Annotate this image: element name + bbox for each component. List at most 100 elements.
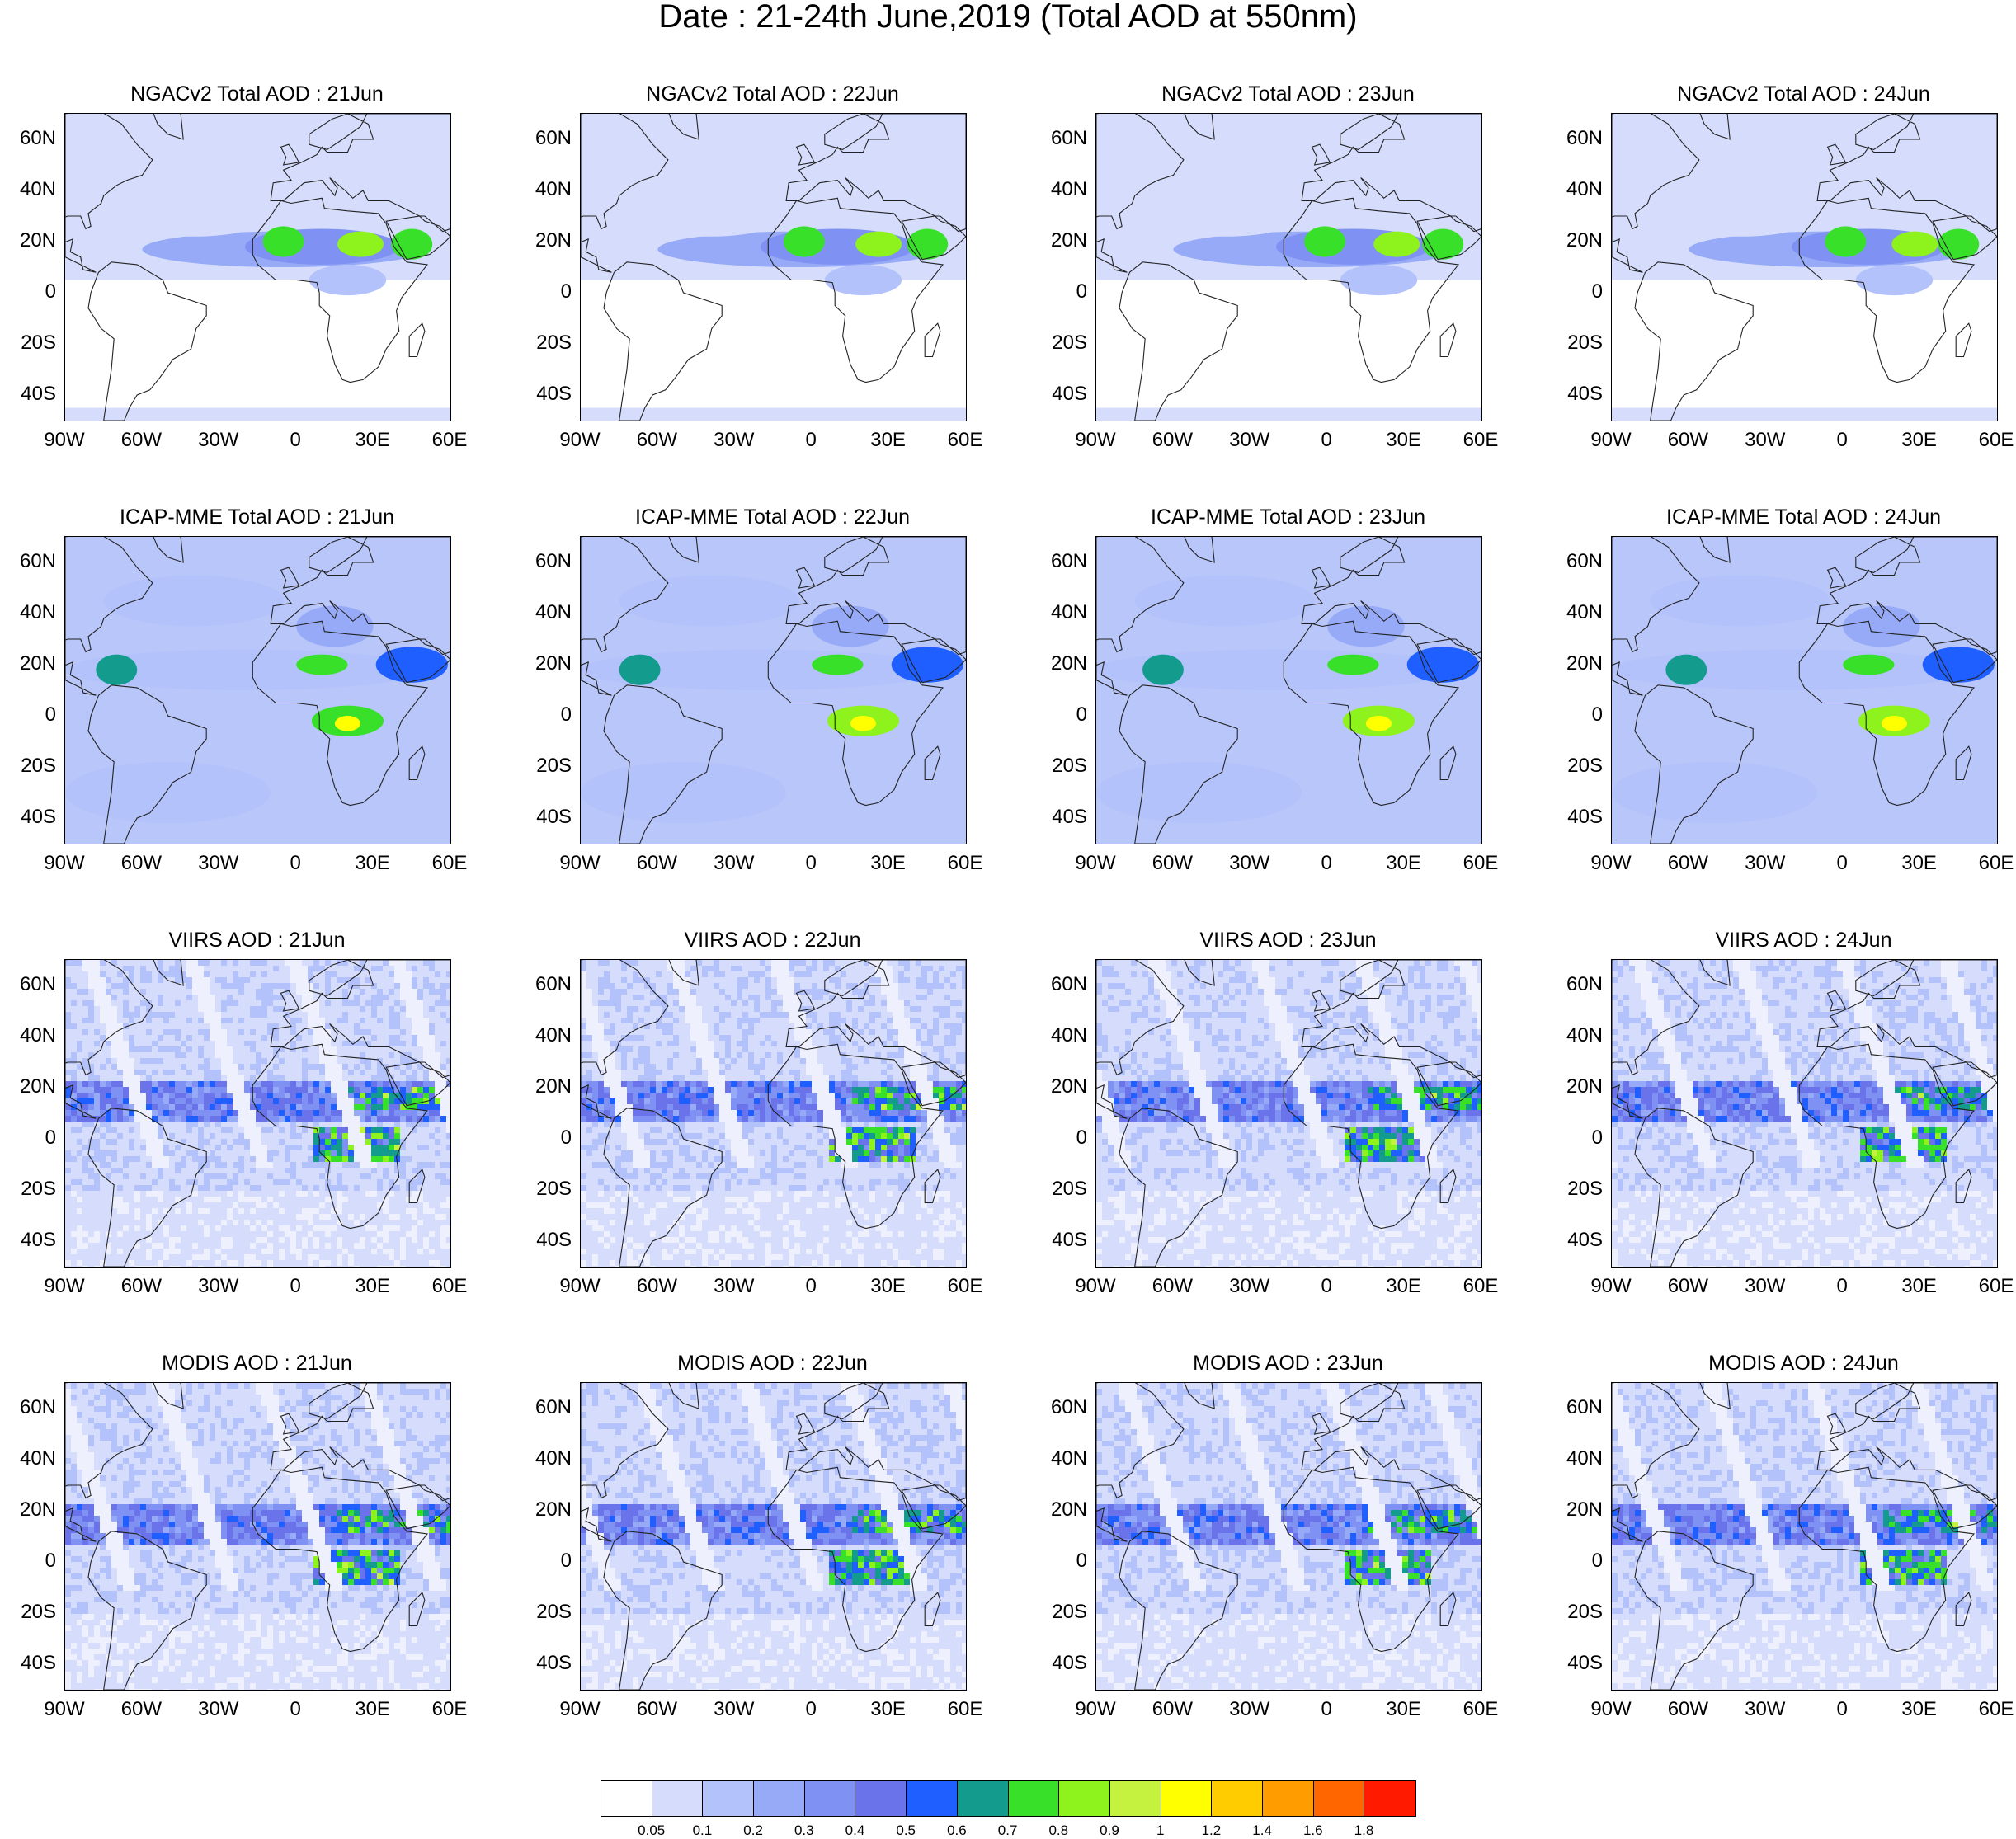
aod-pixel: [267, 1093, 273, 1098]
aod-pixel: [881, 1122, 887, 1127]
aod-pixel: [829, 1087, 835, 1093]
aod-pixel: [256, 1046, 261, 1052]
aod-pixel: [742, 1023, 748, 1029]
panel-title: ICAP-MME Total AOD : 24Jun: [1548, 505, 2016, 529]
aod-pixel: [337, 1133, 342, 1139]
aod-pixel: [256, 1064, 261, 1070]
aod-pixel: [215, 1070, 221, 1075]
aod-pixel: [152, 1064, 158, 1070]
aod-pixel: [956, 1023, 962, 1029]
aod-pixel: [313, 1139, 319, 1145]
aod-pixel: [765, 966, 771, 971]
aod-pixel: [667, 1070, 673, 1075]
aod-pixel: [429, 1173, 435, 1179]
aod-pixel: [158, 1070, 163, 1075]
aod-pixel: [140, 1006, 146, 1012]
aod-pixel: [111, 1122, 117, 1127]
aod-pixel: [841, 1075, 846, 1081]
aod-pixel: [267, 995, 273, 1000]
aod-pixel: [227, 1110, 233, 1116]
aod-pixel: [789, 971, 794, 977]
aod-pixel: [377, 971, 383, 977]
aod-pixel: [227, 1185, 233, 1191]
aod-pixel: [841, 1104, 846, 1110]
aod-pixel: [227, 1000, 233, 1006]
aod-pixel: [858, 966, 864, 971]
aod-pixel: [962, 1087, 966, 1093]
aod-pixel: [725, 1000, 731, 1006]
aod-pixel: [394, 1041, 400, 1046]
aod-pixel: [152, 1104, 158, 1110]
aod-pixel: [852, 1081, 858, 1087]
aod-pixel: [175, 1087, 181, 1093]
aod-pixel: [221, 1116, 227, 1122]
aod-pixel: [77, 1035, 82, 1041]
aod-pixel: [719, 1006, 725, 1012]
aod-pixel: [325, 1202, 331, 1208]
aod-pixel: [285, 1029, 290, 1035]
aod-pixel: [238, 1046, 244, 1052]
aod-pixel: [123, 1150, 129, 1156]
aod-pixel: [227, 1133, 233, 1139]
aod-pixel: [233, 1162, 238, 1168]
aod-pixel: [806, 983, 812, 989]
aod-pixel: [962, 971, 966, 977]
aod-pixel: [644, 995, 650, 1000]
aod-pixel: [192, 1058, 198, 1064]
aod-pixel: [308, 1133, 313, 1139]
aod-pixel: [227, 1220, 233, 1225]
aod-pixel: [331, 966, 337, 971]
aod-pixel: [186, 1018, 192, 1023]
aod-pixel: [685, 1075, 690, 1081]
aod-pixel: [279, 1156, 285, 1162]
aod-pixel: [238, 1041, 244, 1046]
aod-pixel: [615, 1018, 621, 1023]
aod-pixel: [927, 1070, 933, 1075]
aod-pixel: [331, 977, 337, 983]
aod-plume: [1366, 716, 1392, 731]
aod-pixel: [82, 1173, 88, 1179]
aod-pixel: [858, 1012, 864, 1018]
aod-pixel: [181, 1081, 186, 1087]
aod-pixel: [627, 1064, 633, 1070]
aod-pixel: [598, 1000, 604, 1006]
aod-pixel: [140, 1197, 146, 1202]
aod-pixel: [400, 1029, 406, 1035]
aod-pixel: [377, 1249, 383, 1254]
aod-pixel: [604, 971, 610, 977]
aod-pixel: [916, 1104, 921, 1110]
aod-pixel: [412, 966, 417, 971]
aod-pixel: [927, 1000, 933, 1006]
aod-pixel: [933, 1081, 939, 1087]
aod-pixel: [296, 1018, 302, 1023]
aod-pixel: [633, 1035, 638, 1041]
aod-pixel: [400, 1000, 406, 1006]
aod-pixel: [754, 966, 760, 971]
aod-pixel: [823, 1139, 829, 1145]
aod-pixel: [377, 1081, 383, 1087]
aod-pixel: [244, 1173, 250, 1179]
aod-pixel: [71, 1254, 77, 1260]
aod-pixel: [204, 1029, 210, 1035]
aod-pixel: [348, 1012, 354, 1018]
aod-pixel: [204, 1070, 210, 1075]
aod-pixel: [383, 1133, 389, 1139]
aod-pixel: [273, 1081, 279, 1087]
aod-pixel: [365, 995, 371, 1000]
aod-pixel: [783, 1041, 789, 1046]
aod-pixel: [592, 1000, 598, 1006]
aod-pixel: [627, 1093, 633, 1098]
aod-pixel: [910, 977, 916, 983]
aod-pixel: [290, 1029, 296, 1035]
aod-pixel: [192, 1266, 198, 1267]
aod-pixel: [644, 1070, 650, 1075]
aod-pixel: [204, 1202, 210, 1208]
aod-pixel: [331, 1098, 337, 1104]
aod-pixel: [65, 1075, 71, 1081]
aod-pixel: [169, 1104, 175, 1110]
aod-pixel: [633, 1012, 638, 1018]
aod-pixel: [163, 966, 169, 971]
aod-pixel: [904, 1093, 910, 1098]
aod-pixel: [435, 1237, 440, 1243]
aod-pixel: [71, 966, 77, 971]
